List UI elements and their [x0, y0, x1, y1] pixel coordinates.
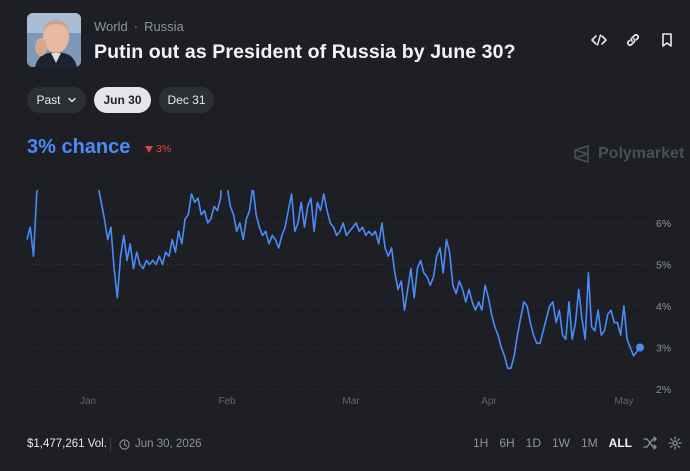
- y-tick-label: 2%: [656, 384, 671, 396]
- series-line: [26, 190, 641, 370]
- market-avatar: [27, 13, 81, 67]
- link-icon: [626, 33, 639, 46]
- past-dropdown[interactable]: Past: [27, 87, 86, 113]
- breadcrumb: World · Russia: [94, 19, 184, 34]
- code-icon: [590, 33, 607, 46]
- triangle-down-icon: [145, 145, 153, 153]
- last-point-marker: [636, 343, 644, 352]
- page-title: Putin out as President of Russia by June…: [94, 41, 516, 63]
- bookmark-button[interactable]: [657, 30, 676, 49]
- shuffle-icon: [643, 436, 657, 450]
- portrait-image: [27, 13, 81, 67]
- settings-button[interactable]: [668, 436, 682, 450]
- date-pill-dec-31[interactable]: Dec 31: [159, 87, 214, 113]
- clock-icon: [119, 438, 130, 450]
- polymarket-logo-icon: [574, 145, 589, 163]
- change-value: 3%: [156, 143, 172, 155]
- y-tick-label: 3%: [656, 343, 671, 355]
- chevron-down-icon: [67, 97, 76, 103]
- breadcrumb-item-world[interactable]: World: [94, 19, 128, 34]
- breadcrumb-item-russia[interactable]: Russia: [144, 19, 184, 34]
- copy-link-button[interactable]: [623, 30, 642, 49]
- x-tick-label: Jan: [80, 396, 96, 407]
- watermark-text: Polymarket: [598, 145, 685, 162]
- x-tick-label: Apr: [481, 396, 497, 407]
- end-date: Jun 30, 2026: [119, 438, 202, 450]
- range-6h[interactable]: 6H: [499, 436, 515, 450]
- x-tick-label: Feb: [218, 396, 236, 407]
- breadcrumb-separator: ·: [133, 19, 139, 34]
- range-all[interactable]: ALL: [608, 436, 632, 450]
- header-actions: [589, 30, 676, 49]
- range-1m[interactable]: 1M: [581, 436, 598, 450]
- bookmark-icon: [661, 32, 672, 47]
- y-tick-label: 5%: [656, 260, 671, 272]
- date-pill-jun-30[interactable]: Jun 30: [94, 87, 151, 113]
- embed-code-button[interactable]: [589, 30, 608, 49]
- x-tick-label: May: [615, 396, 634, 407]
- range-1d[interactable]: 1D: [525, 436, 541, 450]
- change-badge: 3%: [145, 143, 171, 155]
- date-pill-label: Jun 30: [103, 93, 142, 107]
- y-tick-label: 6%: [656, 218, 671, 230]
- polymarket-watermark: Polymarket: [573, 145, 684, 163]
- chance-value: 3% chance: [27, 136, 131, 158]
- chart-svg: 6% 5% 4% 3% 2% Jan Feb Mar Apr May: [26, 190, 671, 407]
- date-pill-label: Dec 31: [167, 93, 206, 107]
- volume-text: $1,477,261 Vol.: [27, 438, 107, 450]
- shuffle-button[interactable]: [643, 436, 657, 450]
- y-tick-label: 4%: [656, 301, 671, 313]
- range-1h[interactable]: 1H: [472, 436, 489, 450]
- end-date-text: Jun 30, 2026: [135, 438, 202, 450]
- past-dropdown-label: Past: [36, 93, 61, 107]
- gear-icon: [668, 436, 682, 450]
- probability-chart[interactable]: 6% 5% 4% 3% 2% Jan Feb Mar Apr May: [0, 190, 690, 420]
- time-range-selector: 1H 6H 1D 1W 1M ALL: [473, 436, 682, 450]
- range-1w[interactable]: 1W: [552, 436, 570, 450]
- footer-divider: [110, 438, 111, 452]
- x-tick-label: Mar: [342, 396, 360, 407]
